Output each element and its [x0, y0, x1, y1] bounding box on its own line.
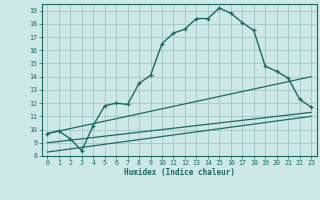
X-axis label: Humidex (Indice chaleur): Humidex (Indice chaleur)	[124, 168, 235, 177]
